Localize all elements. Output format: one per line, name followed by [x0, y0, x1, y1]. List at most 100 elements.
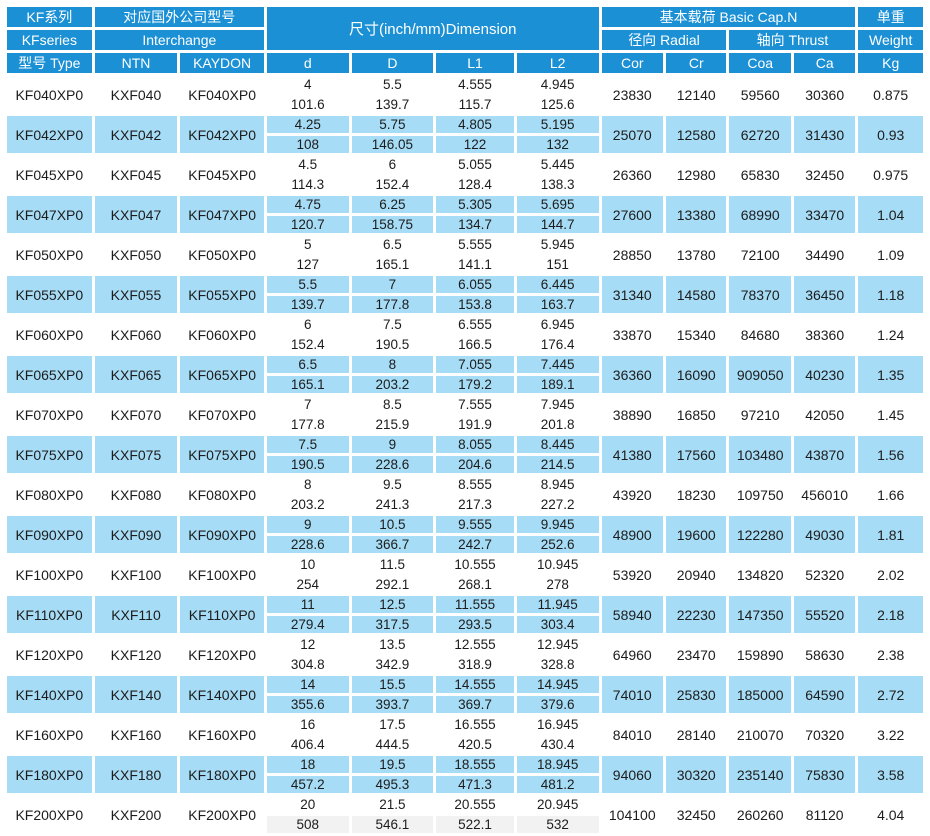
cell-dim-L2: 12.945 328.8: [517, 636, 599, 673]
cell-type-number: KF120XP0: [15, 646, 84, 663]
cell-ca: 52320: [805, 566, 845, 583]
cell-ntn-number: KXF045: [110, 166, 162, 183]
table-row: KF140XP0 KXF140 KF140XP0 14 355.6 15.5 3…: [7, 676, 923, 713]
table-row: KF090XP0 KXF090 KF090XP0 9 228.6 10.5 36…: [7, 516, 923, 553]
cell-dim-d: 8 203.2: [267, 476, 349, 513]
inch-value: 5.5: [383, 77, 402, 92]
cell-type-number: KF055XP0: [7, 276, 92, 313]
table-row: KF065XP0 KXF065 KF065XP0 6.5 165.1 8 203…: [7, 356, 923, 393]
inch-value: 7.445: [516, 356, 599, 373]
table-row: KF045XP0 KXF045 KF045XP0 4.5 114.3 6 152…: [7, 156, 923, 193]
inch-value: 12.945: [537, 637, 579, 652]
mm-value: 144.7: [516, 216, 599, 233]
cell-ntn-number: KXF180: [94, 756, 178, 793]
table-header: KF系列 对应国外公司型号 尺寸(inch/mm)Dimension 基本载荷 …: [7, 7, 923, 73]
cell-kg: 1.66: [877, 486, 905, 503]
cell-ca: 32450: [805, 166, 845, 183]
cell-cr: 22230: [665, 596, 727, 633]
mm-value: 139.7: [375, 97, 410, 112]
table-row: KF075XP0 KXF075 KF075XP0 7.5 190.5 9 228…: [7, 436, 923, 473]
cell-coa: 59560: [740, 86, 780, 103]
inch-value: 7.945: [540, 397, 575, 412]
mm-value: 355.6: [266, 696, 349, 713]
inch-value: 4.5: [298, 157, 318, 172]
cell-dim-D: 12.5 317.5: [351, 596, 434, 633]
cell-kaydon-number: KF200XP0: [188, 806, 256, 823]
cell-dim-D: 6.5 165.1: [352, 236, 434, 273]
cell-ntn-number: KXF110: [94, 596, 178, 633]
cell-ca: 75830: [793, 756, 856, 793]
cell-dim-d: 4.25 108: [266, 116, 349, 153]
cell-dim-L1: 16.555 420.5: [436, 716, 514, 753]
header-weight-en: Weight: [858, 30, 923, 50]
cell-kg: 4.04: [877, 806, 905, 823]
mm-value: 420.5: [458, 737, 492, 752]
header-weight-cn: 单重: [858, 7, 923, 27]
inch-value: 18.945: [516, 756, 599, 773]
inch-value: 7.5: [383, 317, 402, 332]
table-row: KF060XP0 KXF060 KF060XP0 6 152.4 7.5 190…: [7, 316, 923, 353]
cell-cr: 13780: [676, 246, 716, 263]
cell-dim-L2: 14.945 379.6: [516, 676, 599, 713]
mm-value: 522.1: [436, 816, 514, 833]
mm-value: 278: [546, 577, 569, 592]
cell-ntn-number: KXF090: [94, 516, 178, 553]
inch-value: 8: [304, 477, 312, 492]
inch-value: 18.555: [436, 756, 514, 773]
cell-cor: 26360: [612, 166, 652, 183]
inch-value: 8.445: [516, 436, 599, 453]
inch-value: 6.445: [516, 276, 599, 293]
cell-dim-d: 4.5 114.3: [267, 156, 349, 193]
cell-cr: 12140: [676, 86, 716, 103]
inch-value: 15.5: [351, 676, 434, 693]
inch-value: 6.055: [436, 276, 514, 293]
cell-kaydon-number: KF180XP0: [180, 756, 264, 793]
cell-dim-L2: 5.195 132: [516, 116, 599, 153]
inch-value: 7.5: [266, 436, 349, 453]
inch-value: 12.5: [351, 596, 434, 613]
header-radial: 径向 Radial: [601, 30, 727, 50]
cell-type-number: KF045XP0: [15, 166, 84, 183]
inch-value: 10.555: [454, 557, 496, 572]
mm-value: 546.1: [351, 816, 434, 833]
inch-value: 4.75: [266, 196, 349, 213]
header-kg: Kg: [858, 53, 923, 73]
cell-dim-L1: 14.555 369.7: [436, 676, 514, 713]
cell-dim-L2: 9.945 252.6: [516, 516, 599, 553]
cell-cr: 14580: [665, 276, 727, 313]
cell-ca: 42050: [805, 406, 845, 423]
mm-value: 430.4: [540, 737, 575, 752]
inch-value: 8.945: [540, 477, 575, 492]
cell-type-number: KF042XP0: [7, 116, 92, 153]
cell-kaydon-number: KF140XP0: [180, 676, 264, 713]
cell-dim-L1: 6.055 153.8: [436, 276, 514, 313]
inch-value: 11.555: [436, 596, 514, 613]
cell-kg: 3.58: [858, 756, 923, 793]
cell-cor: 33870: [612, 326, 652, 343]
mm-value: 318.9: [458, 657, 492, 672]
inch-value: 8.555: [458, 477, 492, 492]
inch-value: 7.055: [436, 356, 514, 373]
mm-value: 444.5: [375, 737, 410, 752]
mm-value: 366.7: [351, 536, 434, 553]
cell-dim-L2: 8.445 214.5: [516, 436, 599, 473]
cell-dim-d: 9 228.6: [266, 516, 349, 553]
table-row: KF120XP0 KXF120 KF120XP0 12 304.8 13.5 3…: [7, 636, 923, 673]
cell-dim-L2: 10.945 278: [517, 556, 599, 593]
cell-dim-L1: 18.555 471.3: [436, 756, 514, 793]
cell-dim-d: 10 254: [267, 556, 349, 593]
cell-cr: 18230: [676, 486, 716, 503]
inch-value: 21.5: [379, 797, 406, 812]
cell-ca: 456010: [801, 486, 849, 503]
header-L2: L2: [516, 53, 599, 73]
cell-dim-d: 4.75 120.7: [266, 196, 349, 233]
mm-value: 369.7: [436, 696, 514, 713]
cell-ntn-number: KXF042: [94, 116, 178, 153]
header-series-en: KFseries: [7, 30, 92, 50]
cell-dim-D: 11.5 292.1: [352, 556, 434, 593]
cell-dim-L2: 7.445 189.1: [516, 356, 599, 393]
cell-dim-L1: 9.555 242.7: [436, 516, 514, 553]
inch-value: 16.945: [537, 717, 579, 732]
cell-cor: 27600: [601, 196, 663, 233]
inch-value: 7: [304, 397, 312, 412]
